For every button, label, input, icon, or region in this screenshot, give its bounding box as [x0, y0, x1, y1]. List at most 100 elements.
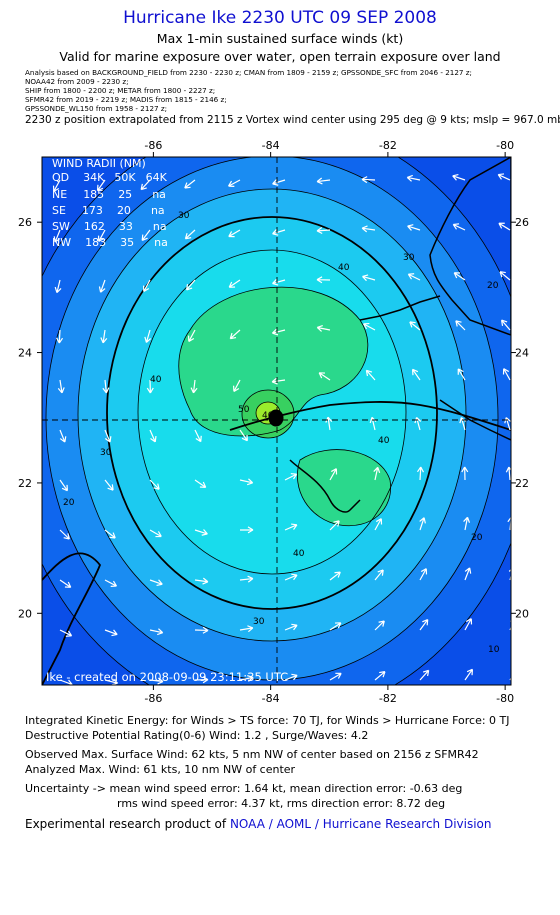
wind-vector-arrow [184, 179, 196, 189]
wind-vector-arrow [407, 224, 421, 231]
contour-lines [42, 157, 511, 685]
lat-tick-label: 20 [18, 607, 32, 620]
wind-vector-arrow [374, 620, 385, 631]
wind-vector-arrow [142, 279, 151, 292]
contour-label: 50 [238, 405, 250, 415]
contour-label: 20 [471, 533, 483, 543]
axis-labels: -86 -86 -84 -84 -82 -82 -80 -80 26 26 24 24 22 22 20 20 [18, 139, 529, 705]
wind-band-45-south [297, 449, 391, 526]
lon-tick-label: -86 [144, 692, 162, 705]
dpr-text: Destructive Potential Rating(0-6) Wind: … [25, 729, 369, 742]
wind-vector-arrow [463, 516, 471, 531]
wind-vector-arrow [373, 466, 381, 481]
wind-vector-arrow [239, 575, 254, 583]
wind-vector-arrow [57, 379, 65, 394]
contour-label: 30 [178, 211, 190, 221]
wind-vector-arrow [239, 429, 248, 442]
contour-label: 40 [150, 375, 162, 385]
wind-vectors [52, 173, 511, 685]
wind-vector-arrow [416, 466, 425, 481]
lat-tick-label: 24 [18, 347, 32, 360]
wind-vector-arrow [500, 319, 511, 331]
contour-label: 30 [100, 448, 112, 458]
wind-vector-arrow [96, 179, 106, 192]
wind-vector-arrow [190, 379, 198, 394]
wind-vector-arrow [59, 429, 67, 443]
wind-vector-arrow [146, 379, 154, 394]
wind-vector-arrow [419, 618, 429, 631]
credit-prefix: Experimental research product of [25, 817, 227, 831]
contour-label-group: 30 40 50 30 20 30 40 40 40 40 20 20 30 1… [63, 211, 500, 655]
wind-vector-arrow [419, 517, 426, 531]
wind-vector-arrow [229, 329, 241, 340]
observed-max-text: Observed Max. Surface Wind: 62 kts, 5 nm… [25, 748, 479, 761]
wind-vector-arrow [102, 379, 110, 394]
wind-radii-row-sw: SW 162 33 na [52, 220, 167, 233]
wind-vector-arrow [411, 368, 421, 381]
map-footer-text: Ike - created on 2008-09-09 23:11:35 UTC [46, 670, 288, 684]
wind-vector-arrow [59, 529, 70, 540]
wind-vector-arrow [194, 626, 209, 634]
wind-vector-arrow [104, 479, 114, 491]
ts-wind-radius-line [106, 216, 438, 610]
wind-vector-arrow [185, 279, 196, 291]
wind-vector-arrow [59, 579, 72, 588]
contour-label: 20 [63, 498, 75, 508]
wind-vector-arrow [316, 177, 331, 185]
wind-vector-arrow [233, 379, 241, 392]
wind-vector-arrow [316, 227, 331, 235]
wind-vector-arrow [329, 672, 342, 681]
wind-vector-arrow [239, 526, 254, 534]
wind-vector-arrow [149, 429, 157, 443]
contour-label: 10 [488, 645, 500, 655]
coastlines [42, 157, 511, 685]
wind-vector-arrow [228, 279, 241, 288]
wind-vector-arrow [98, 279, 106, 293]
wind-vector-arrow [100, 329, 108, 344]
wind-radii-header: QD 34K 50K 64K [52, 171, 168, 184]
source-line: GPSSONDE_WL150 from 1958 - 2127 z; [25, 104, 168, 113]
lon-tick-label: -82 [379, 692, 397, 705]
wind-vector-arrow [457, 368, 466, 381]
wind-vector-arrow [455, 320, 466, 331]
lat-tick-label: 24 [515, 347, 529, 360]
source-line: SFMR42 from 2019 - 2219 z; MADIS from 18… [25, 95, 227, 104]
wind-vector-arrow [184, 229, 196, 240]
valid-text: Valid for marine exposure over water, op… [59, 49, 501, 64]
source-line: NOAA42 from 2009 - 2230 z; [25, 77, 129, 86]
bahamas-coast [439, 399, 511, 441]
wind-vector-arrow [52, 179, 61, 192]
wind-vector-arrow [363, 322, 376, 331]
lon-tick-label: -84 [262, 692, 280, 705]
wind-vector-arrow [461, 466, 469, 481]
wind-vector-arrow [316, 324, 331, 332]
wind-vector-arrow [452, 173, 466, 181]
ike-text: Integrated Kinetic Energy: for Winds > T… [25, 714, 510, 727]
contour-label: 30 [253, 617, 265, 627]
florida-coast [429, 157, 511, 336]
wind-vector-arrow [239, 674, 254, 682]
credit-org-link[interactable]: NOAA / AOML / Hurricane Research Divisio… [229, 817, 492, 831]
cuba-south-coast [289, 459, 361, 513]
lon-tick-label: -80 [496, 139, 514, 152]
wind-vector-arrow [194, 429, 202, 443]
wind-vector-arrow [239, 625, 254, 633]
lat-tick-label: 22 [515, 477, 529, 490]
wind-vector-arrow [271, 377, 286, 385]
lat-tick-label: 26 [515, 216, 529, 229]
wind-radii-table: WIND RADII (NM) QD 34K 50K 64K NE 185 25 na SE… [52, 157, 168, 249]
lon-tick-label: -80 [496, 692, 514, 705]
florida-keys [359, 295, 441, 321]
wind-vector-arrow [194, 479, 207, 488]
wind-vector-arrow [374, 569, 384, 581]
wind-vector-arrow [453, 272, 466, 281]
wind-vector-arrow [271, 328, 286, 336]
wind-vector-arrow [452, 223, 466, 231]
source-line: Analysis based on BACKGROUND_FIELD from … [25, 68, 472, 77]
wind-radii-row-se: SE 173 20 na [52, 204, 165, 217]
wind-vector-arrow [194, 577, 209, 585]
lon-tick-label: -86 [144, 139, 162, 152]
wind-vector-arrow [59, 479, 69, 492]
contour-label: 20 [487, 281, 499, 291]
wind-vector-arrow [104, 629, 118, 637]
